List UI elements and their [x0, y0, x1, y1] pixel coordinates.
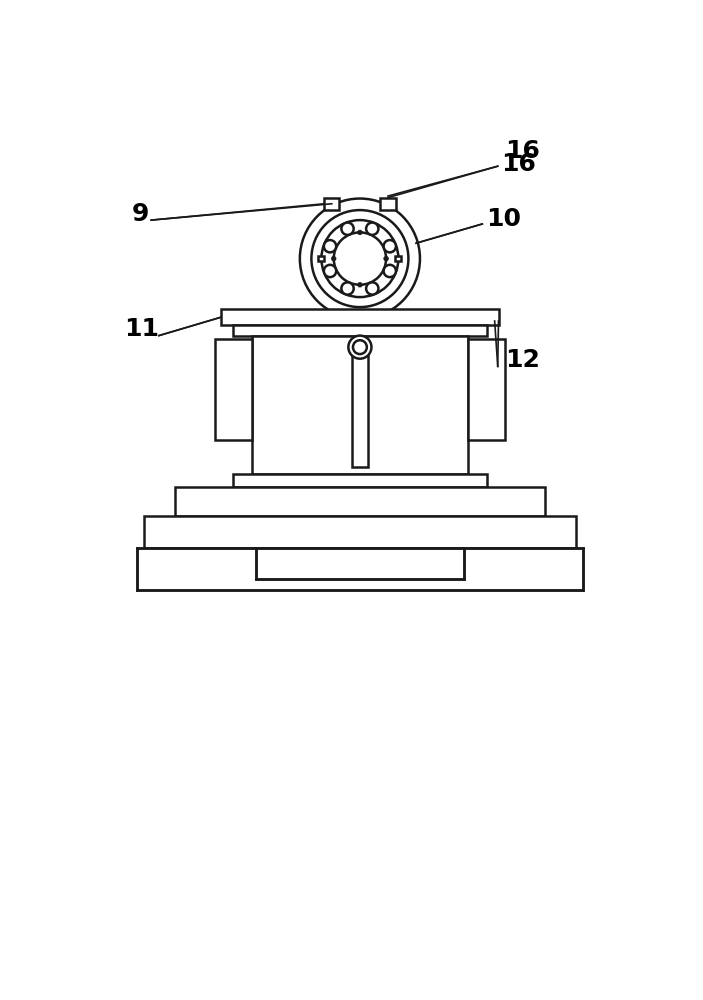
- Circle shape: [334, 232, 386, 285]
- Bar: [252, 336, 467, 474]
- Circle shape: [342, 223, 354, 235]
- Circle shape: [353, 340, 367, 354]
- Circle shape: [366, 223, 378, 235]
- Text: 16: 16: [501, 152, 536, 176]
- Bar: [221, 309, 498, 325]
- Bar: [233, 325, 487, 336]
- Bar: [136, 548, 583, 590]
- Circle shape: [384, 265, 396, 277]
- Circle shape: [331, 256, 336, 261]
- Bar: [380, 198, 396, 210]
- Bar: [144, 516, 576, 548]
- Text: 9: 9: [132, 202, 149, 226]
- Bar: [256, 548, 464, 579]
- Circle shape: [324, 240, 336, 252]
- Text: 10: 10: [486, 207, 521, 231]
- Bar: [175, 487, 545, 516]
- Circle shape: [311, 210, 408, 307]
- Bar: [467, 339, 505, 440]
- Circle shape: [358, 230, 362, 235]
- Bar: [352, 351, 368, 466]
- Bar: [395, 256, 401, 261]
- Circle shape: [342, 282, 354, 295]
- Circle shape: [366, 282, 378, 295]
- Circle shape: [321, 220, 399, 297]
- Circle shape: [384, 256, 388, 261]
- Circle shape: [300, 199, 420, 319]
- Text: 12: 12: [505, 348, 541, 372]
- Circle shape: [384, 240, 396, 252]
- Text: 11: 11: [124, 317, 160, 341]
- Circle shape: [358, 282, 362, 287]
- Bar: [318, 256, 325, 261]
- Bar: [215, 339, 252, 440]
- Bar: [324, 198, 340, 210]
- Text: 16: 16: [505, 139, 541, 163]
- Circle shape: [324, 265, 336, 277]
- Circle shape: [349, 336, 371, 359]
- Bar: [233, 474, 487, 487]
